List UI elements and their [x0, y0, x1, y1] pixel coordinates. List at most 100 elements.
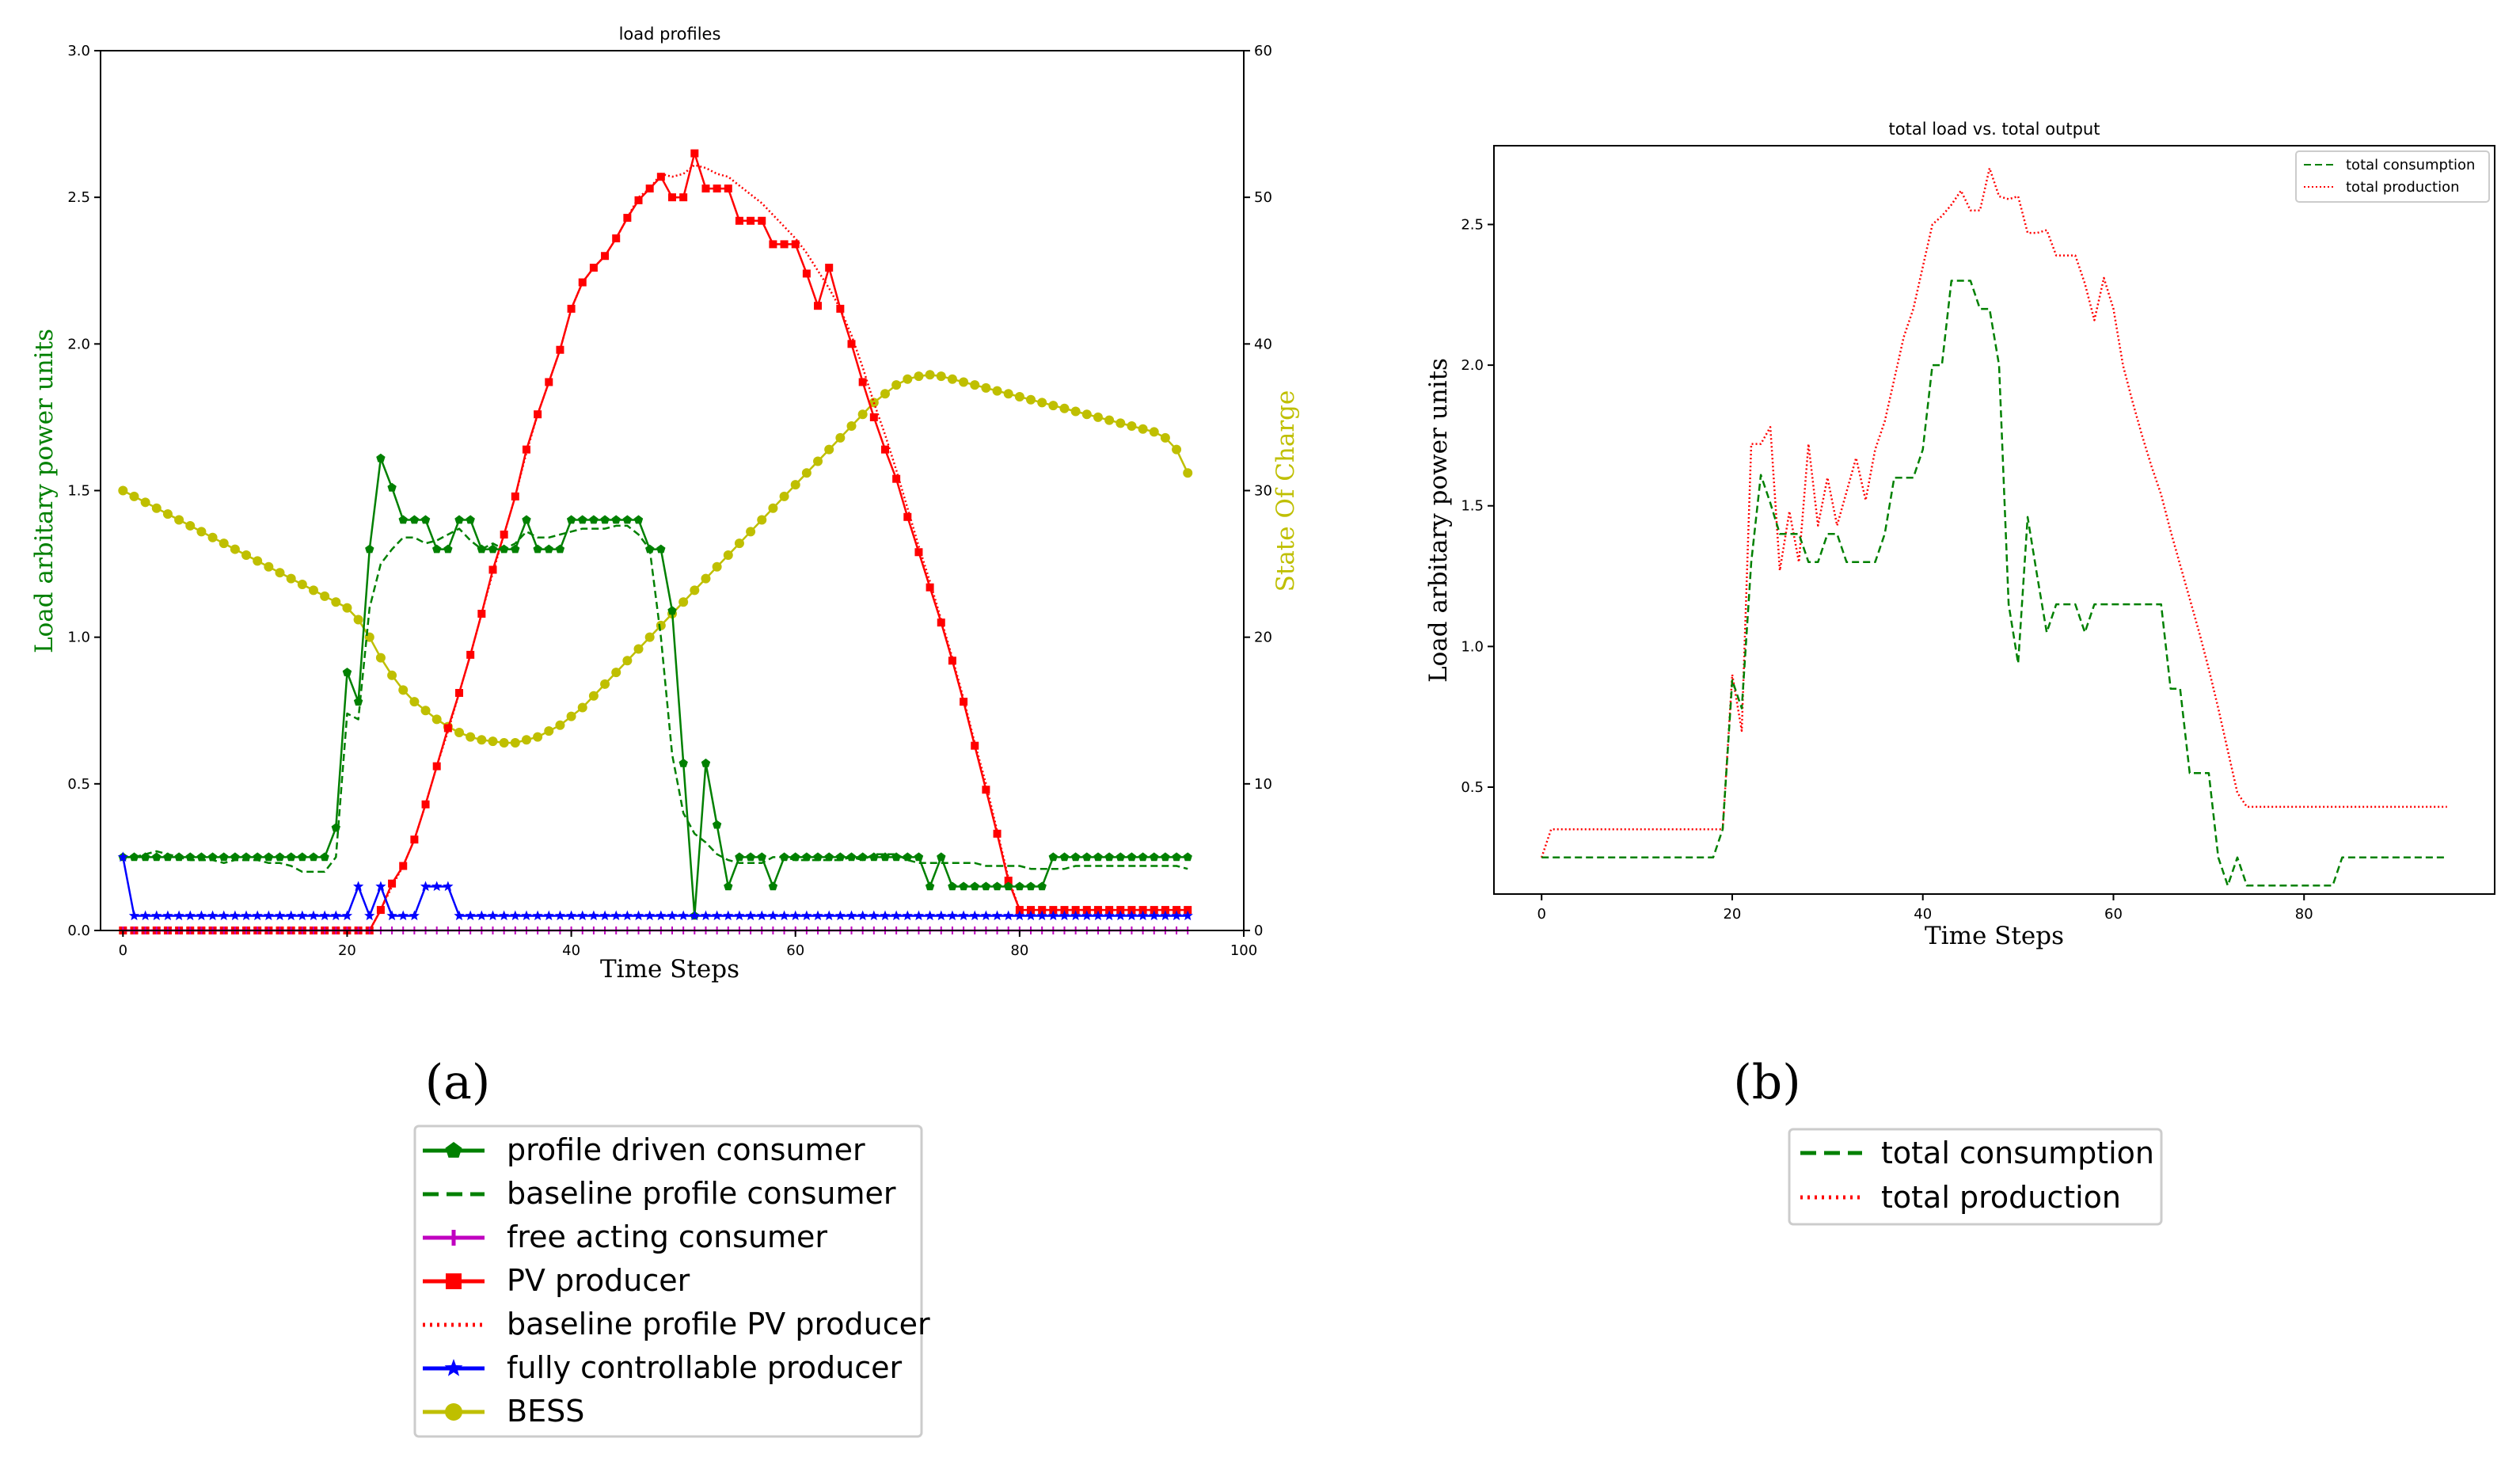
- point-fully: [431, 881, 443, 892]
- point-fully: [823, 910, 834, 921]
- point-pv: [567, 304, 576, 313]
- point-pv: [1060, 906, 1069, 915]
- point-profile: [207, 852, 218, 862]
- point-fully: [812, 910, 823, 921]
- point-fully: [891, 910, 902, 921]
- point-fully: [252, 910, 263, 921]
- point-pv: [612, 234, 621, 243]
- point-bess: [196, 527, 207, 537]
- point-profile: [320, 852, 329, 862]
- point-fully: [554, 910, 566, 921]
- chart-b-inplot-legend-frame: [2295, 150, 2490, 203]
- point-profile: [645, 544, 655, 554]
- point-fully: [801, 910, 812, 921]
- point-fully: [1115, 910, 1126, 921]
- point-pv: [1116, 906, 1125, 915]
- point-fully: [656, 910, 667, 921]
- point-fully: [1014, 910, 1025, 921]
- point-pv: [1071, 906, 1080, 915]
- point-profile: [253, 852, 262, 862]
- point-fully: [577, 910, 588, 921]
- point-bess: [824, 444, 834, 455]
- point-fully: [936, 910, 947, 921]
- point-bess: [308, 585, 318, 596]
- point-fully: [1093, 910, 1104, 921]
- point-pv: [1161, 906, 1169, 915]
- point-fully: [846, 910, 857, 921]
- legend-marker-bess: [445, 1403, 462, 1421]
- point-fully: [565, 910, 577, 921]
- point-pv: [432, 762, 441, 771]
- point-fully: [443, 881, 454, 892]
- point-fully: [487, 910, 499, 921]
- point-bess: [431, 714, 442, 725]
- point-profile: [533, 544, 542, 554]
- point-profile: [1183, 852, 1192, 862]
- point-profile: [578, 515, 587, 524]
- point-bess: [981, 382, 991, 393]
- point-fully: [599, 910, 610, 921]
- chart-b-y-tick-label: 1.5: [1461, 498, 1484, 515]
- point-fully: [219, 910, 230, 921]
- point-bess: [466, 732, 476, 742]
- point-fully: [353, 881, 364, 892]
- point-fully: [991, 910, 1003, 921]
- point-pv: [914, 548, 923, 557]
- chart-a-y2-tick-label: 40: [1254, 336, 1272, 352]
- point-fully: [117, 851, 128, 862]
- point-bess: [1014, 391, 1024, 401]
- point-bess: [1160, 432, 1170, 443]
- point-fully: [712, 910, 723, 921]
- point-fully: [465, 910, 476, 921]
- legend-marker-free: [446, 1230, 462, 1246]
- point-bess: [1138, 424, 1148, 434]
- point-pv: [500, 531, 508, 539]
- point-fully: [521, 910, 532, 921]
- point-fully: [196, 910, 207, 921]
- point-profile: [925, 881, 935, 891]
- chart-b-title: total load vs. total output: [1889, 120, 2100, 139]
- chart-a-y-tick-label: 0.0: [67, 923, 90, 939]
- point-fully: [409, 910, 420, 921]
- point-profile: [779, 852, 789, 862]
- point-fully: [1070, 910, 1081, 921]
- chart-b-legend: total consumption total production: [1788, 1128, 2163, 1226]
- chart-a-y2-ticks: 0 10 20 30 40 50 60: [1244, 43, 1272, 939]
- point-profile: [511, 544, 520, 554]
- legend-marker-pv: [446, 1273, 462, 1289]
- point-fully: [778, 910, 790, 921]
- point-profile: [757, 852, 766, 862]
- point-bess: [488, 736, 498, 747]
- point-fully: [1149, 910, 1160, 921]
- point-bess: [678, 597, 689, 607]
- point-pv: [769, 240, 777, 249]
- point-fully: [880, 910, 891, 921]
- chart-a-y-tick-label: 2.5: [67, 189, 90, 206]
- point-fully: [1047, 910, 1059, 921]
- point-pv: [926, 583, 934, 592]
- point-fully: [499, 910, 510, 921]
- point-profile: [432, 544, 442, 554]
- point-profile: [1093, 852, 1103, 862]
- point-profile: [522, 515, 531, 524]
- point-bess: [947, 374, 957, 384]
- point-profile: [667, 606, 677, 615]
- series-line-baseline: [123, 524, 1188, 873]
- point-bess: [162, 509, 173, 519]
- chart-b-x-tick-label: 80: [2295, 906, 2313, 923]
- point-pv: [1127, 906, 1136, 915]
- point-profile: [1127, 852, 1137, 862]
- chart-b-y-tick-label: 1.0: [1461, 638, 1484, 655]
- point-pv: [455, 689, 464, 698]
- point-profile: [298, 852, 307, 862]
- point-fully: [834, 910, 846, 921]
- chart-b-y-axis-label: Load arbitary power units: [1424, 358, 1453, 683]
- point-bess: [477, 735, 487, 745]
- point-fully: [319, 910, 330, 921]
- point-bess: [992, 386, 1002, 396]
- point-profile: [219, 852, 229, 862]
- point-fully: [184, 910, 196, 921]
- point-fully: [151, 910, 162, 921]
- point-bess: [140, 497, 150, 508]
- chart-a-series-group: [117, 149, 1193, 934]
